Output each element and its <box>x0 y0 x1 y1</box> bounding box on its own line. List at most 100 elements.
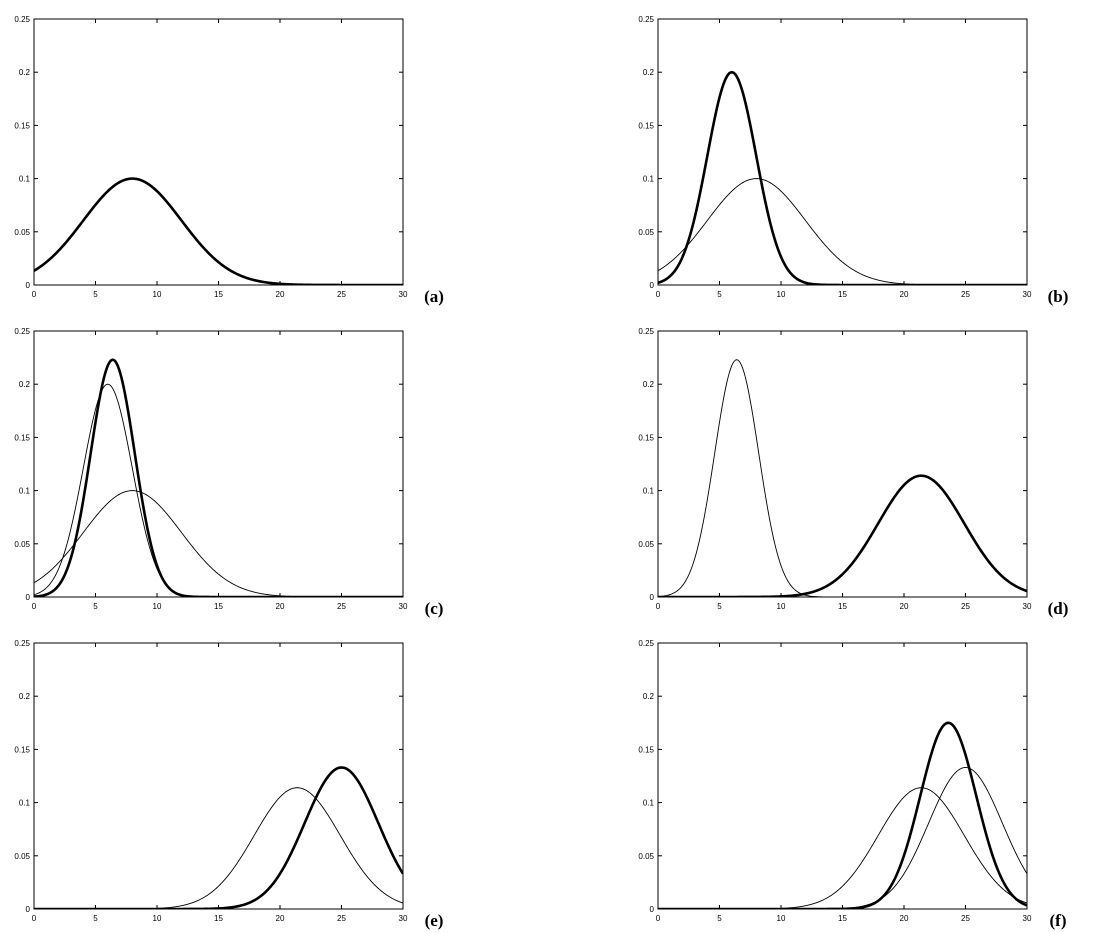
panel-label: (e) <box>425 911 444 930</box>
y-tick-label: 0.1 <box>19 175 31 184</box>
x-tick-label: 25 <box>337 602 346 611</box>
series-line-2-thick <box>34 766 403 909</box>
x-tick-label: 30 <box>1023 914 1032 923</box>
x-tick-label: 0 <box>656 602 661 611</box>
y-tick-label: 0.1 <box>19 799 31 808</box>
y-tick-label: 0.15 <box>638 745 654 754</box>
y-tick-label: 0.25 <box>638 15 654 24</box>
x-tick-label: 30 <box>1023 602 1032 611</box>
x-tick-label: 0 <box>32 602 37 611</box>
x-tick-label: 15 <box>214 290 223 299</box>
x-tick-label: 20 <box>900 602 909 611</box>
x-tick-label: 30 <box>399 914 408 923</box>
chart-panel-3: 0 5 10 15 20 25 30 0 0.05 0.1 0.15 0.2 0.25 (c) <box>14 327 443 618</box>
y-tick-label: 0.2 <box>643 692 655 701</box>
series-line-2-thick <box>658 70 1027 285</box>
x-tick-label: 25 <box>337 914 346 923</box>
y-tick-label: 0.2 <box>643 380 655 389</box>
y-tick-label: 0.05 <box>638 540 654 549</box>
panel-label: (f) <box>1050 911 1067 930</box>
y-tick-label: 0 <box>26 593 31 602</box>
x-tick-label: 20 <box>900 914 909 923</box>
y-tick-label: 0.1 <box>643 175 655 184</box>
series-line-1-thin <box>658 359 1027 597</box>
y-tick-label: 0.05 <box>14 228 30 237</box>
x-tick-label: 25 <box>337 290 346 299</box>
y-tick-label: 0.15 <box>14 121 30 130</box>
x-tick-label: 0 <box>32 914 37 923</box>
panel-label: (d) <box>1048 599 1069 618</box>
y-tick-label: 0.2 <box>19 68 31 77</box>
x-tick-label: 20 <box>276 914 285 923</box>
y-tick-label: 0 <box>650 593 655 602</box>
y-tick-label: 0.25 <box>14 327 30 336</box>
y-tick-label: 0 <box>26 281 31 290</box>
plot-frame <box>657 18 1028 286</box>
x-tick-label: 25 <box>961 290 970 299</box>
y-tick-label: 0.1 <box>643 487 655 496</box>
chart-panel-4: 0 5 10 15 20 25 30 0 0.05 0.1 0.15 0.2 0.25 (d) <box>638 327 1068 618</box>
y-tick-label: 0.1 <box>643 799 655 808</box>
y-tick-label: 0.2 <box>643 68 655 77</box>
y-tick-label: 0.2 <box>19 692 31 701</box>
y-tick-label: 0.05 <box>638 228 654 237</box>
series-line-1-thin <box>34 787 403 909</box>
x-tick-label: 30 <box>1023 290 1032 299</box>
x-tick-label: 20 <box>276 290 285 299</box>
x-tick-label: 5 <box>93 602 98 611</box>
x-tick-label: 0 <box>32 290 37 299</box>
x-tick-label: 5 <box>717 290 722 299</box>
y-tick-label: 0.25 <box>638 639 654 648</box>
y-tick-label: 0 <box>650 281 655 290</box>
y-tick-label: 0 <box>26 905 31 914</box>
chart-panel-2: 0 5 10 15 20 25 30 0 0.05 0.1 0.15 0.2 0.25 (b) <box>638 15 1068 306</box>
y-tick-label: 0.05 <box>14 540 30 549</box>
y-tick-label: 0.15 <box>14 433 30 442</box>
panel-label: (c) <box>425 599 444 618</box>
x-tick-label: 10 <box>777 914 786 923</box>
series-line-1-thin <box>658 178 1027 285</box>
series-line-3-thick <box>658 721 1027 909</box>
y-tick-label: 0.15 <box>638 433 654 442</box>
x-tick-label: 0 <box>656 914 661 923</box>
x-tick-label: 15 <box>838 290 847 299</box>
chart-panel-5: 0 5 10 15 20 25 30 0 0.05 0.1 0.15 0.2 0.25 (e) <box>14 639 443 930</box>
y-tick-label: 0.05 <box>14 852 30 861</box>
panel-label: (b) <box>1048 287 1069 306</box>
panel-label: (a) <box>424 287 444 306</box>
y-tick-label: 0.25 <box>14 15 30 24</box>
x-tick-label: 5 <box>93 914 98 923</box>
x-tick-label: 25 <box>961 914 970 923</box>
y-tick-label: 0.25 <box>14 639 30 648</box>
x-tick-label: 25 <box>961 602 970 611</box>
series-line-3-thick <box>34 358 403 597</box>
series-line-2-thin <box>34 383 403 597</box>
y-tick-label: 0.2 <box>19 380 31 389</box>
series-line-1-thick <box>34 177 403 285</box>
x-tick-label: 30 <box>399 290 408 299</box>
series-line-2-thin <box>658 767 1027 909</box>
plot-frame <box>33 18 404 286</box>
y-tick-label: 0.25 <box>638 327 654 336</box>
x-tick-label: 10 <box>777 290 786 299</box>
plot-frame <box>33 642 404 910</box>
x-tick-label: 10 <box>153 290 162 299</box>
series-line-2-thick <box>658 474 1027 597</box>
x-tick-label: 10 <box>153 602 162 611</box>
x-tick-label: 20 <box>900 290 909 299</box>
x-tick-label: 20 <box>276 602 285 611</box>
x-tick-label: 30 <box>399 602 408 611</box>
x-tick-label: 5 <box>717 602 722 611</box>
y-tick-label: 0 <box>650 905 655 914</box>
x-tick-label: 5 <box>717 914 722 923</box>
x-tick-label: 15 <box>838 602 847 611</box>
series-line-1-thin <box>34 490 403 597</box>
y-tick-label: 0.1 <box>19 487 31 496</box>
x-tick-label: 5 <box>93 290 98 299</box>
chart-panel-6: 0 5 10 15 20 25 30 0 0.05 0.1 0.15 0.2 0.25 (f) <box>638 639 1066 930</box>
series-line-1-thin <box>658 787 1027 909</box>
x-tick-label: 10 <box>153 914 162 923</box>
x-tick-label: 15 <box>838 914 847 923</box>
x-tick-label: 10 <box>777 602 786 611</box>
chart-panel-1: 0 5 10 15 20 25 30 0 0.05 0.1 0.15 0.2 0.25 (a) <box>14 15 443 306</box>
